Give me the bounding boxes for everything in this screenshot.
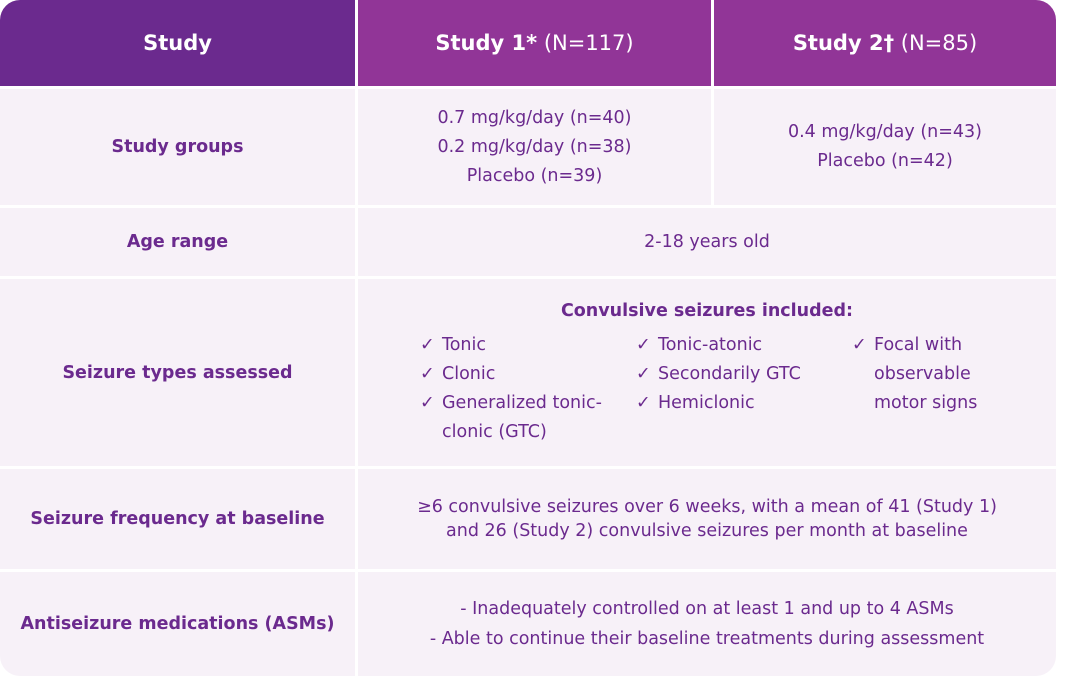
row-label-study-groups: Study groups: [0, 89, 355, 205]
header-study-label: Study: [143, 31, 212, 55]
list-item: ✓ Clonic: [420, 360, 622, 389]
header-study2: Study 2† (N=85): [714, 0, 1056, 86]
checkmark-icon: ✓: [852, 335, 867, 355]
header-study1: Study 1* (N=117): [358, 0, 711, 86]
list-item: ✓ Hemiclonic: [636, 389, 801, 418]
checkmark-icon: ✓: [636, 335, 651, 355]
list-item: ✓ Secondarily GTC: [636, 360, 801, 389]
study1-group-line: Placebo (n=39): [466, 165, 603, 186]
header-study2-n: (N=85): [894, 31, 978, 55]
checkmark-icon: ✓: [420, 393, 435, 413]
seizure-types-cell: Convulsive seizures included: ✓ Tonic ✓ Cl…: [358, 279, 1056, 466]
frequency-line: ≥6 convulsive seizures over 6 weeks, wit…: [417, 497, 997, 517]
header-study1-n: (N=117): [537, 31, 634, 55]
checkmark-icon: ✓: [636, 393, 651, 413]
seizure-list-col1: ✓ Tonic ✓ Clonic ✓ Generalized tonic-clonic…: [420, 331, 622, 447]
checkmark-icon: ✓: [636, 364, 651, 384]
seizure-frequency-value: ≥6 convulsive seizures over 6 weeks, wit…: [358, 469, 1056, 569]
frequency-line: and 26 (Study 2) convulsive seizures per…: [446, 521, 968, 541]
checkmark-icon: ✓: [420, 335, 435, 355]
seizure-list-col2: ✓ Tonic-atonic ✓ Secondarily GTC ✓ Hemiclon…: [636, 331, 801, 418]
convulsive-seizures-heading: Convulsive seizures included:: [560, 301, 854, 321]
asm-line: - Able to continue their baseline treatm…: [429, 629, 985, 649]
checkmark-icon: ✓: [420, 364, 435, 384]
list-item: ✓ Tonic-atonic: [636, 331, 801, 360]
header-study2-name: Study 2†: [792, 31, 895, 55]
row-label-seizure-frequency: Seizure frequency at baseline: [0, 469, 355, 569]
list-item: ✓ Focal with observable motor signs: [852, 331, 1004, 418]
header-study: Study: [0, 0, 355, 86]
row-label-antiseizure-medications: Antiseizure medications (ASMs): [0, 572, 355, 676]
study1-group-line: 0.2 mg/kg/day (n=38): [437, 136, 632, 157]
row-label-age-range: Age range: [0, 208, 355, 276]
asm-value: - Inadequately controlled on at least 1 …: [358, 572, 1056, 676]
study2-group-line: Placebo (n=42): [817, 151, 953, 171]
study2-group-line: 0.4 mg/kg/day (n=43): [787, 122, 982, 142]
list-item: ✓ Tonic: [420, 331, 622, 360]
seizure-list-col3: ✓ Focal with observable motor signs: [852, 331, 1004, 418]
row-label-seizure-types: Seizure types assessed: [0, 279, 355, 466]
asm-line: - Inadequately controlled on at least 1 …: [460, 599, 954, 619]
header-study1-name: Study 1*: [435, 31, 538, 55]
age-range-value: 2-18 years old: [358, 208, 1056, 276]
study2-groups: 0.4 mg/kg/day (n=43) Placebo (n=42): [714, 89, 1056, 205]
list-item: ✓ Generalized tonic-clonic (GTC): [420, 389, 622, 447]
study1-group-line: 0.7 mg/kg/day (n=40): [437, 107, 632, 128]
study1-groups: 0.7 mg/kg/day (n=40) 0.2 mg/kg/day (n=38…: [358, 89, 711, 205]
